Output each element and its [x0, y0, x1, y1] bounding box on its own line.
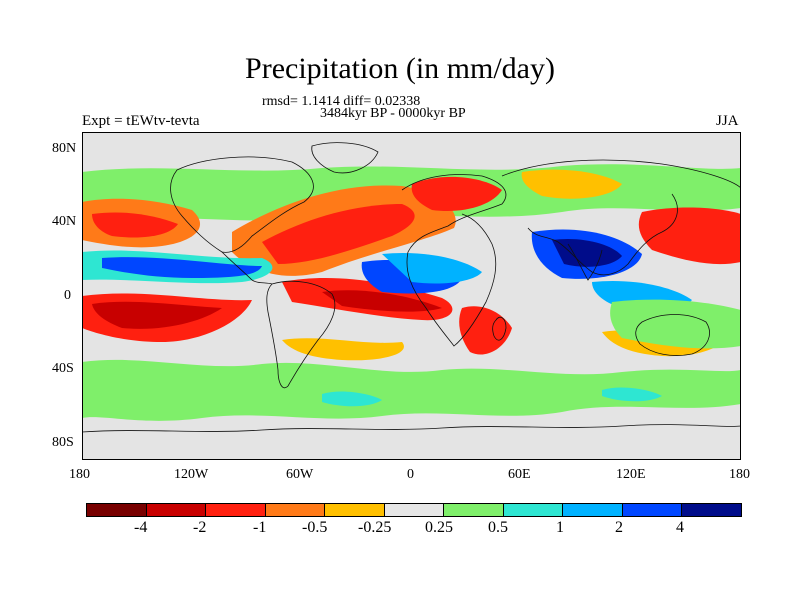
colorbar-swatch [146, 504, 207, 516]
rmsd-diff-stats: rmsd= 1.1414 diff= 0.02338 [262, 94, 421, 109]
y-tick-40n: 40N [52, 214, 77, 229]
colorbar [86, 503, 742, 517]
asia-coast [501, 159, 741, 276]
colorbar-swatch [87, 504, 147, 516]
colorbar-swatch [325, 504, 385, 516]
x-tick-180w: 180 [69, 467, 90, 482]
tropical-pacific-blue [102, 257, 262, 278]
australia-green [610, 299, 741, 349]
map-frame [82, 132, 741, 460]
madagascar-red [459, 306, 512, 355]
colorbar-swatch [444, 504, 504, 516]
west-pacific-red [638, 207, 741, 265]
north-pacific-core [92, 212, 178, 238]
coastlines [82, 142, 741, 433]
equatorial-atlantic-dark [322, 290, 442, 312]
colorbar-label: 0.25 [425, 519, 453, 536]
y-tick-40s: 40S [52, 361, 74, 376]
x-tick-180e: 180 [729, 467, 750, 482]
indian-subcontinent-coast [567, 243, 603, 281]
antarctica-coast [82, 424, 741, 433]
colorbar-swatch [622, 504, 683, 516]
north-atlantic-core [262, 204, 415, 264]
southern-green-band [82, 359, 741, 421]
southern-cyan-patches [322, 387, 662, 407]
colorbar-label: 1 [556, 519, 564, 536]
greenland-coast [311, 142, 379, 174]
x-tick-120w: 120W [174, 467, 209, 482]
colorbar-label: -0.25 [358, 519, 392, 536]
colorbar-label: 2 [615, 519, 623, 536]
experiment-label: Expt = tEWtv-tevta [82, 113, 200, 129]
colorbar-swatch [682, 504, 742, 516]
x-tick-60e: 60E [508, 467, 531, 482]
plot-title: Precipitation (in mm/day) [245, 52, 555, 85]
anomaly-fields [82, 164, 741, 421]
south-pacific-core [92, 301, 222, 329]
madagascar-coast [492, 316, 507, 341]
north-america-coast [170, 156, 314, 253]
colorbar-label: -4 [134, 519, 148, 536]
colorbar-swatch [384, 504, 445, 516]
central-america-coast [221, 251, 273, 285]
x-tick-0: 0 [407, 467, 414, 482]
colorbar-label: -0.5 [302, 519, 328, 536]
y-tick-80n: 80N [52, 141, 77, 156]
colorbar-swatch [265, 504, 326, 516]
southern-orange-band [282, 330, 724, 361]
colorbar-label: -2 [193, 519, 207, 536]
south-america-coast [266, 280, 336, 389]
time-period-label: 3484kyr BP - 0000kyr BP [320, 106, 466, 121]
x-tick-60w: 60W [286, 467, 314, 482]
colorbar-label: 4 [676, 519, 684, 536]
colorbar-label: -1 [253, 519, 267, 536]
x-tick-120e: 120E [616, 467, 646, 482]
colorbar-swatch [206, 504, 266, 516]
y-tick-eq: 0 [64, 288, 71, 303]
colorbar-swatch [503, 504, 564, 516]
colorbar-label: 0.5 [488, 519, 508, 536]
precip-anomaly-map [82, 132, 741, 460]
europe-red [411, 176, 502, 212]
season-label: JJA [716, 113, 739, 129]
y-tick-80s: 80S [52, 435, 74, 450]
europe-africa-coast [401, 174, 507, 347]
australia-coast [635, 314, 710, 356]
central-asia-orange [521, 169, 622, 199]
colorbar-swatch [563, 504, 623, 516]
